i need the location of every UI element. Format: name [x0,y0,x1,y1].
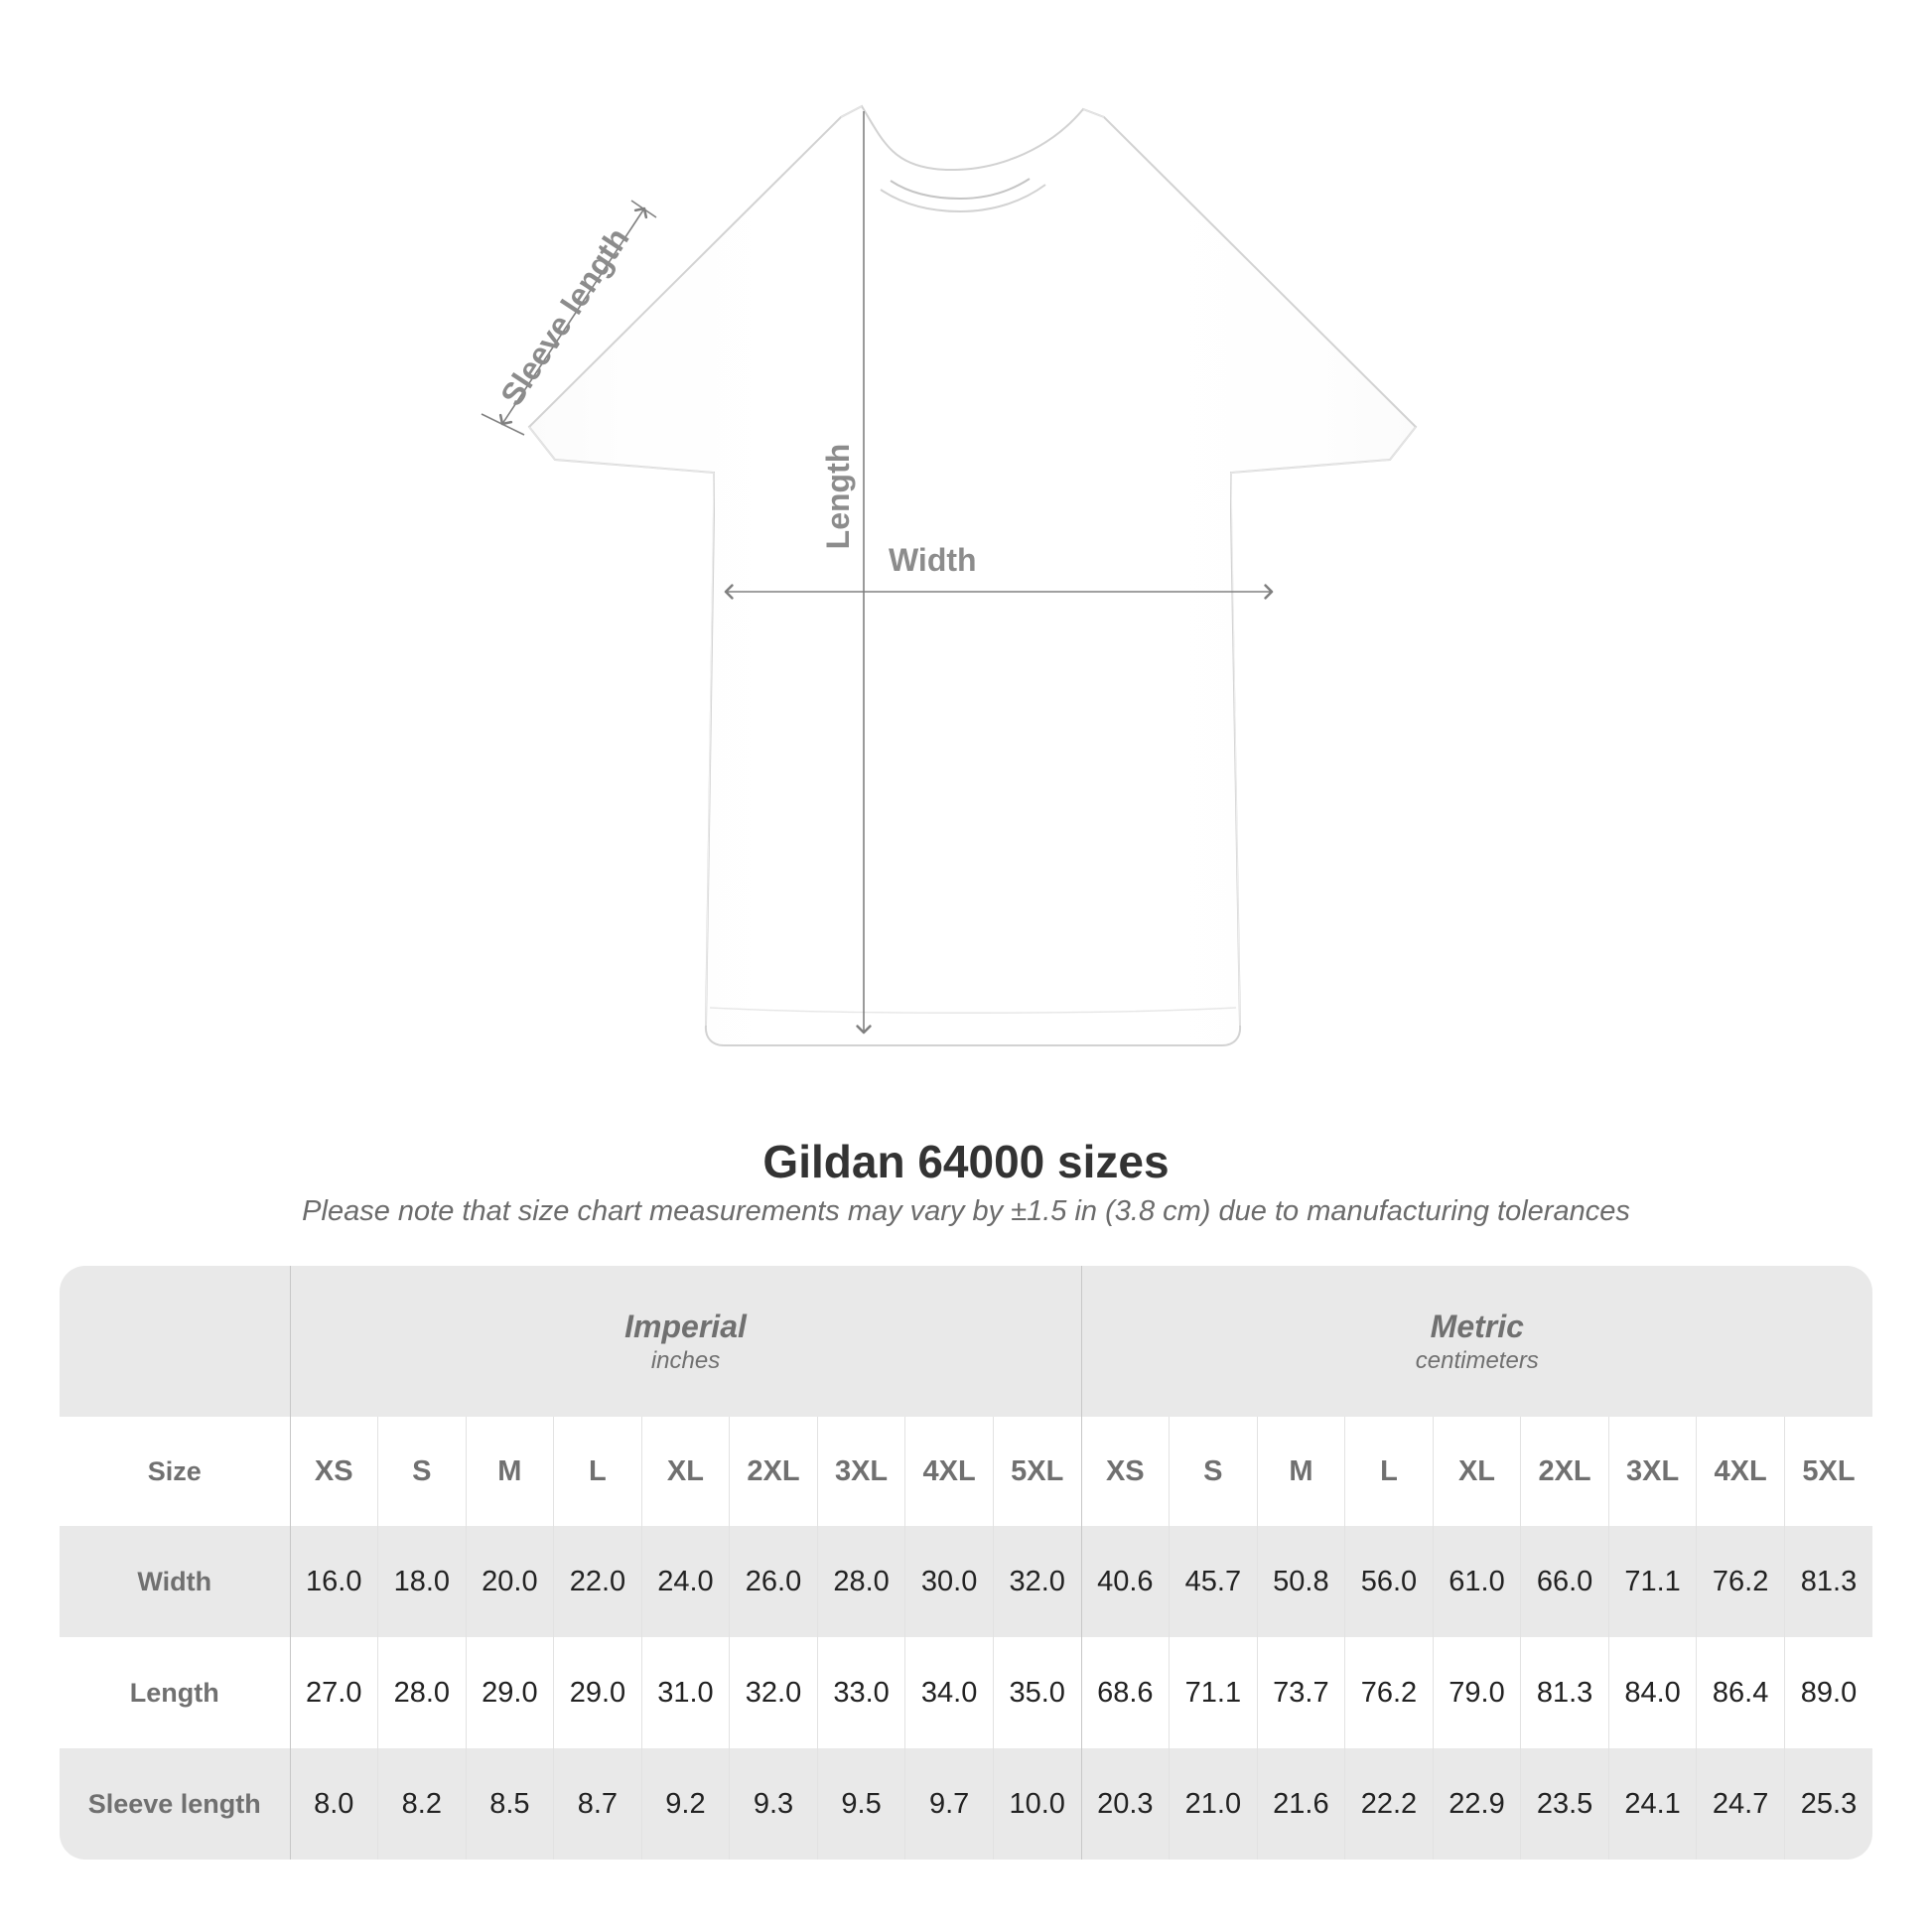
svg-text:Length: Length [820,444,856,550]
svg-text:Width: Width [889,542,977,578]
